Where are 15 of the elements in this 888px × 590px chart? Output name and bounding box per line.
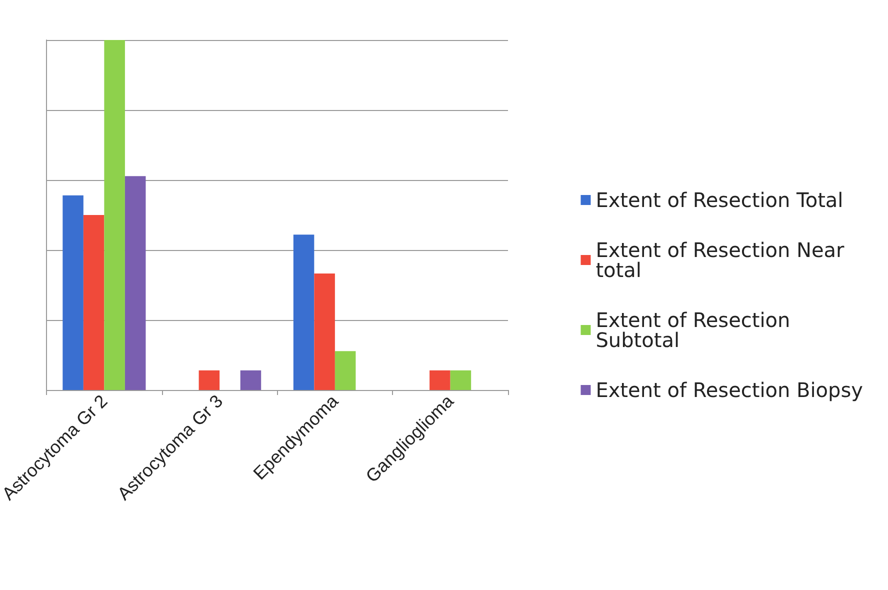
- bar: [240, 370, 262, 390]
- legend-label: Extent of Resection Near total: [596, 238, 851, 282]
- bar: [124, 176, 146, 390]
- bar: [104, 40, 125, 390]
- bar: [198, 370, 220, 390]
- bar: [334, 351, 356, 390]
- bar: [293, 234, 314, 390]
- bar: [314, 273, 335, 390]
- bar: [450, 370, 472, 390]
- bar: [83, 215, 104, 390]
- legend-label: Extent of Resection Total: [596, 188, 844, 212]
- legend-label: Extent of Resection Subtotal: [596, 308, 797, 352]
- bar: [62, 195, 84, 390]
- bar: [430, 370, 450, 390]
- legend-label: Extent of Resection Biopsy: [596, 378, 864, 402]
